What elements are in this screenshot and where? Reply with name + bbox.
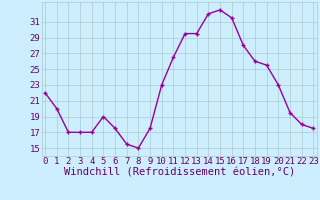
X-axis label: Windchill (Refroidissement éolien,°C): Windchill (Refroidissement éolien,°C) [64, 168, 295, 178]
